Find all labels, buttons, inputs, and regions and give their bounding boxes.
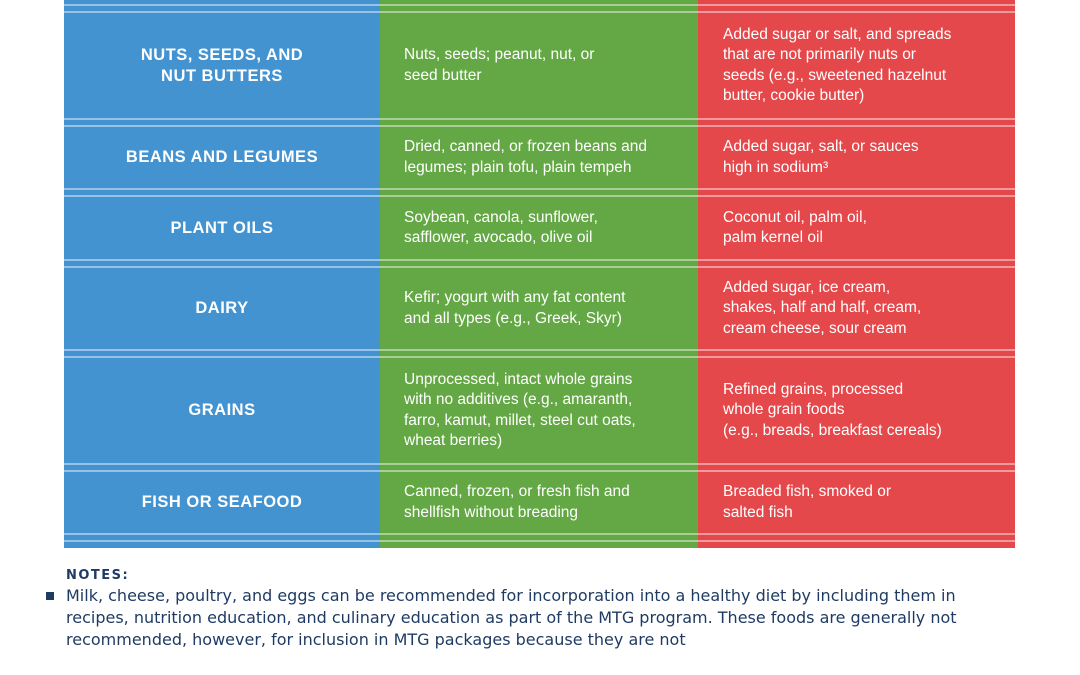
- not-recommended-text: Added sugar or salt, and spreads that ar…: [723, 25, 952, 105]
- recommended-cell: Nuts, seeds; peanut, nut, or seed butter: [380, 13, 698, 118]
- notes-section: NOTES: Milk, cheese, poultry, and eggs c…: [46, 568, 1026, 651]
- category-label: PLANT OILS: [170, 218, 274, 237]
- table-row-grains: GRAINS Unprocessed, intact whole grains …: [64, 358, 1015, 463]
- not-recommended-cell: Added sugar, ice cream, shakes, half and…: [698, 268, 1015, 349]
- category-cell: NUTS, SEEDS, AND NUT BUTTERS: [64, 13, 380, 118]
- food-guidance-table: NUTS, SEEDS, AND NUT BUTTERS Nuts, seeds…: [64, 0, 1015, 548]
- recommended-column: [380, 0, 698, 548]
- square-bullet-icon: [46, 592, 54, 600]
- category-label: DAIRY: [195, 299, 249, 317]
- note-text: Milk, cheese, poultry, and eggs can be r…: [66, 586, 957, 649]
- not-recommended-cell: Refined grains, processed whole grain fo…: [698, 358, 1015, 463]
- recommended-cell: Dried, canned, or frozen beans and legum…: [380, 127, 698, 188]
- not-recommended-text: Added sugar, salt, or sauces high in sod…: [723, 138, 919, 176]
- category-label: BEANS AND LEGUMES: [125, 148, 319, 166]
- recommended-text: Dried, canned, or frozen beans and legum…: [404, 138, 647, 176]
- table-row-dairy: DAIRY Kefir; yogurt with any fat content…: [64, 268, 1015, 349]
- category-label: GRAINS: [188, 401, 256, 419]
- recommended-text: Soybean, canola, sunflower, safflower, a…: [404, 208, 598, 247]
- not-recommended-cell: Added sugar, salt, or sauces high in sod…: [698, 127, 1015, 188]
- recommended-text: Unprocessed, intact whole grains with no…: [404, 370, 636, 450]
- not-recommended-cell: Added sugar or salt, and spreads that ar…: [698, 13, 1015, 118]
- recommended-text: Nuts, seeds; peanut, nut, or seed butter: [404, 46, 595, 84]
- category-cell: PLANT OILS: [64, 197, 380, 259]
- table-row-nuts: NUTS, SEEDS, AND NUT BUTTERS Nuts, seeds…: [64, 13, 1015, 118]
- table-row-plant-oils: PLANT OILS Soybean, canola, sunflower, s…: [64, 197, 1015, 259]
- not-recommended-text: Coconut oil, palm oil, palm kernel oil: [723, 208, 867, 247]
- notes-title: NOTES:: [66, 568, 130, 583]
- table-row-beans: BEANS AND LEGUMES Dried, canned, or froz…: [64, 127, 1015, 188]
- note-item: Milk, cheese, poultry, and eggs can be r…: [46, 585, 1016, 651]
- not-recommended-cell: Coconut oil, palm oil, palm kernel oil: [698, 197, 1015, 259]
- recommended-text: Kefir; yogurt with any fat content and a…: [404, 289, 626, 327]
- recommended-cell: Canned, frozen, or fresh fish and shellf…: [380, 472, 698, 533]
- recommended-cell: Unprocessed, intact whole grains with no…: [380, 358, 698, 463]
- category-column: [64, 0, 380, 548]
- not-recommended-column: [698, 0, 1015, 548]
- category-cell: DAIRY: [64, 268, 380, 349]
- category-cell: BEANS AND LEGUMES: [64, 127, 380, 188]
- category-cell: FISH OR SEAFOOD: [64, 472, 380, 533]
- not-recommended-text: Refined grains, processed whole grain fo…: [723, 380, 942, 439]
- not-recommended-cell: Breaded fish, smoked or salted fish: [698, 472, 1015, 533]
- recommended-cell: Kefir; yogurt with any fat content and a…: [380, 268, 698, 349]
- category-label: NUTS, SEEDS, AND NUT BUTTERS: [140, 45, 304, 85]
- category-cell: GRAINS: [64, 358, 380, 463]
- recommended-cell: Soybean, canola, sunflower, safflower, a…: [380, 197, 698, 259]
- not-recommended-text: Breaded fish, smoked or salted fish: [723, 483, 892, 521]
- recommended-text: Canned, frozen, or fresh fish and shellf…: [404, 483, 630, 521]
- category-label: FISH OR SEAFOOD: [141, 493, 303, 511]
- not-recommended-text: Added sugar, ice cream, shakes, half and…: [723, 278, 922, 337]
- table-row-fish: FISH OR SEAFOOD Canned, frozen, or fresh…: [64, 472, 1015, 533]
